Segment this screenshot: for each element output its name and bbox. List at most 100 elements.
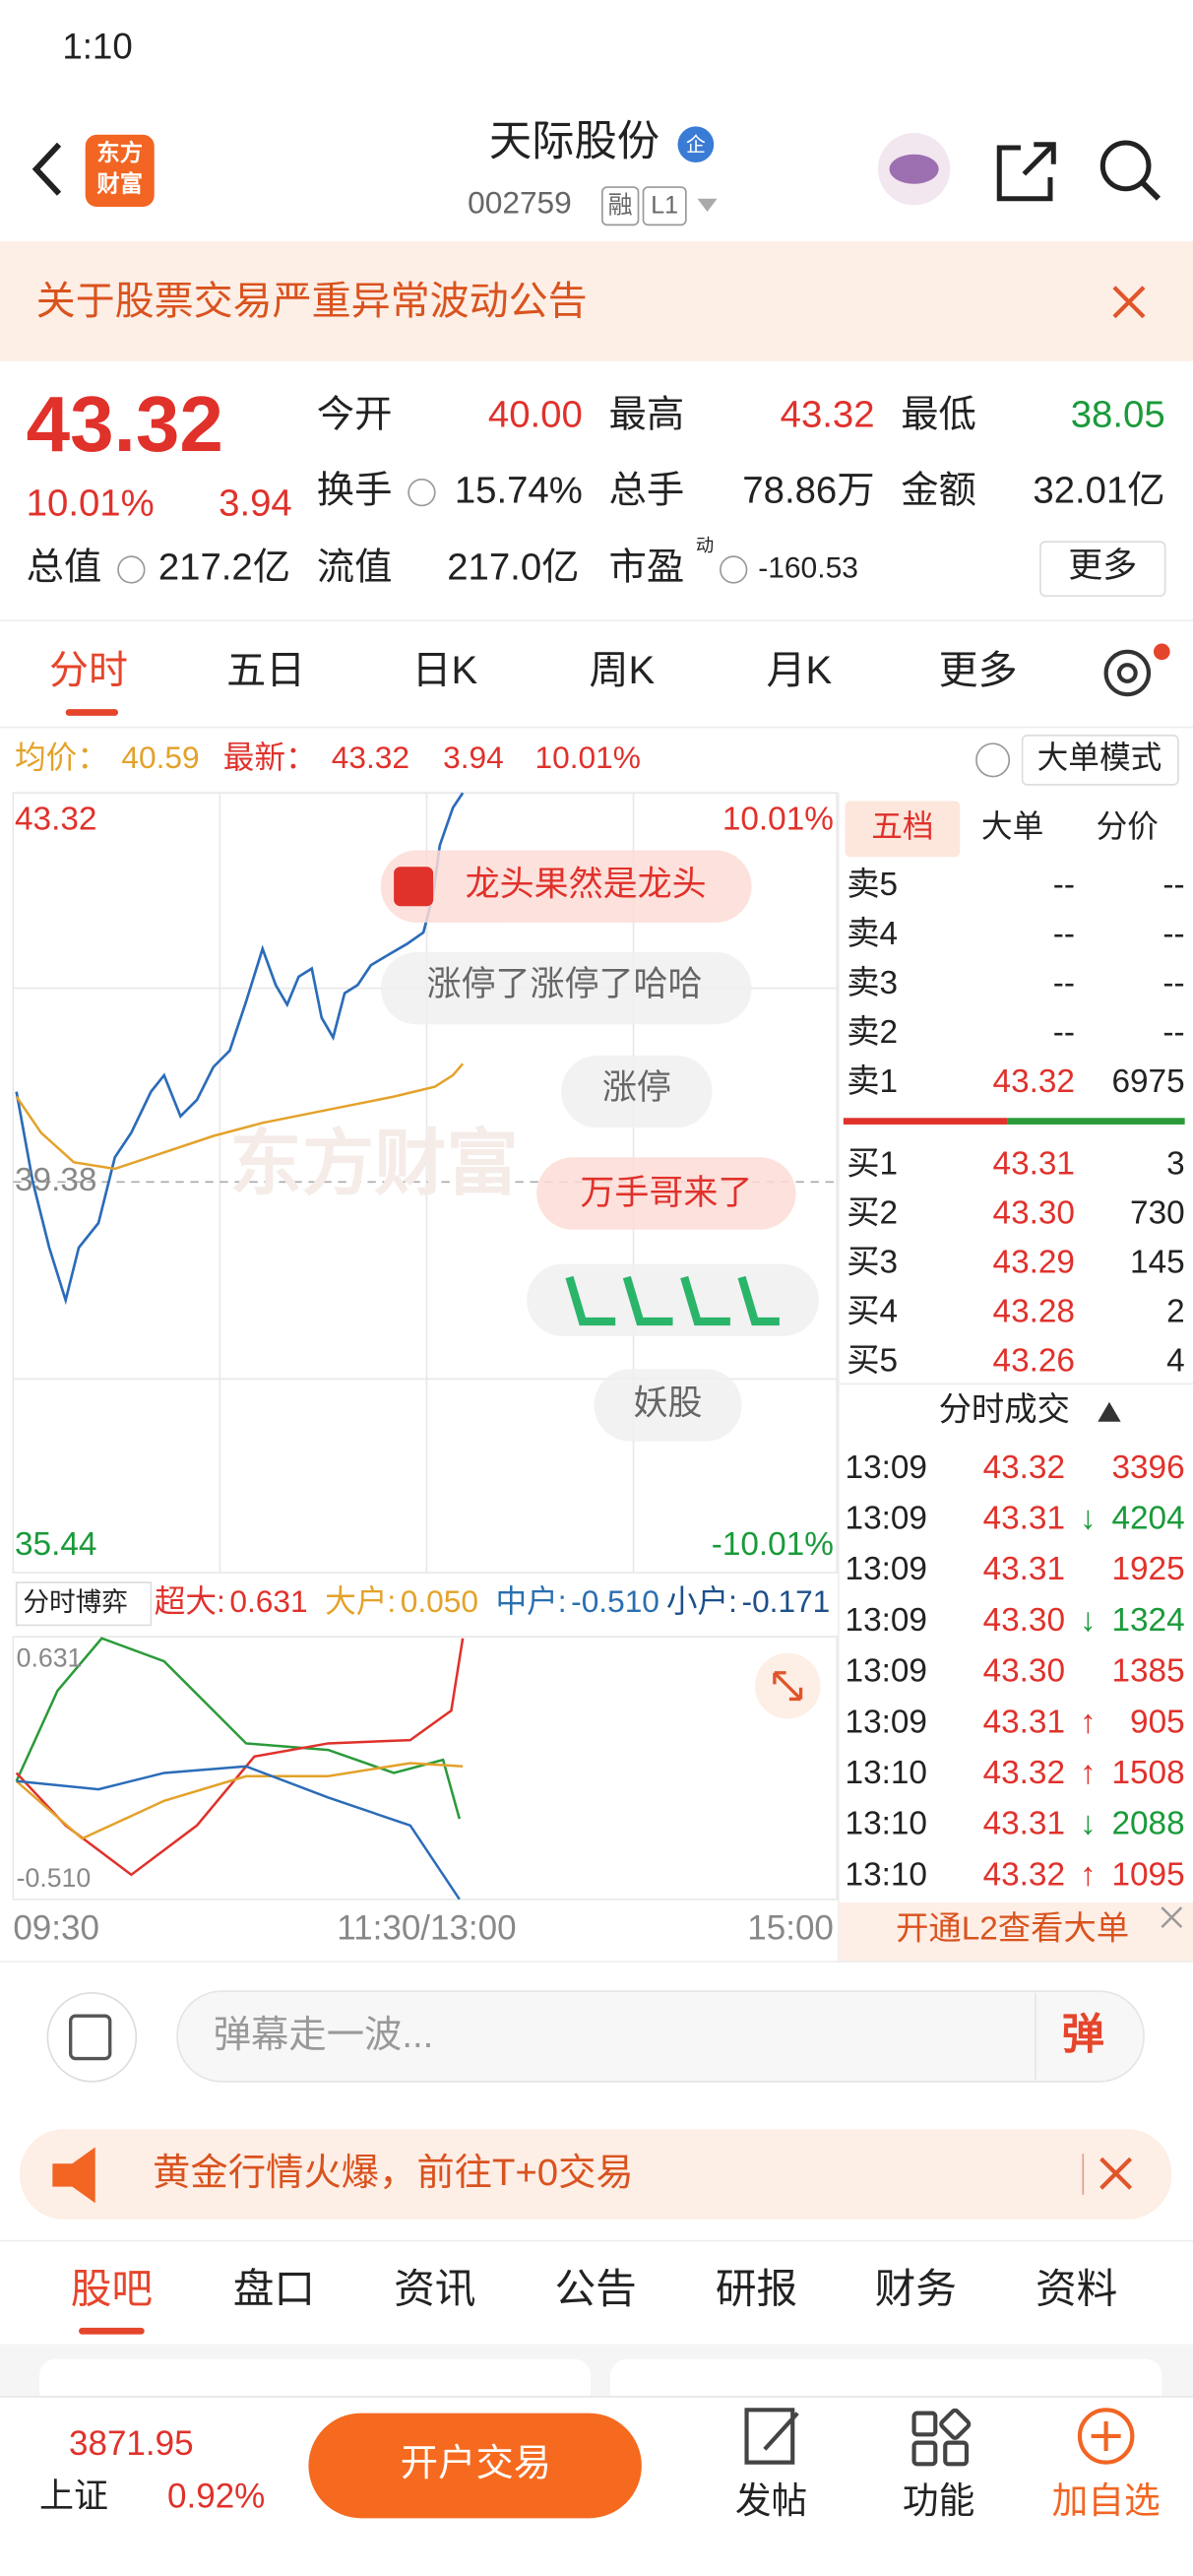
nav-label[interactable]: 发帖 — [735, 2480, 807, 2521]
danmaku-text: 万手哥来了 — [580, 1174, 752, 1212]
section-tab[interactable]: 资讯 — [394, 2265, 475, 2311]
l2-banner-bg[interactable] — [838, 1902, 1193, 1963]
more-button[interactable] — [1039, 541, 1166, 597]
tag: L1 — [651, 192, 678, 220]
info-text: 最新： — [223, 740, 317, 775]
book-label: 买3 — [847, 1244, 898, 1280]
trade-button-label[interactable]: 开户交易 — [401, 2442, 551, 2484]
field-value: 32.01亿 — [1033, 469, 1164, 511]
search-icon[interactable] — [1099, 140, 1152, 192]
danmaku-bubble — [536, 1157, 796, 1230]
book-label: 卖5 — [847, 867, 898, 903]
section-indicator — [79, 2327, 145, 2335]
flow-selector-box[interactable] — [15, 1581, 153, 1627]
flow-selector[interactable]: 分时博弈 — [23, 1587, 128, 1617]
ad-text[interactable]: 黄金行情火爆，前往T+0交易 — [153, 2152, 634, 2194]
trades-arrow — [1098, 1401, 1121, 1422]
trade-volume: 1324 — [1111, 1602, 1184, 1639]
notice-text[interactable]: 关于股票交易严重异常波动公告 — [36, 280, 588, 323]
status-time: 1:10 — [62, 27, 132, 67]
book-price: -- — [1053, 965, 1075, 1001]
danmaku-text: 涨停了涨停了哈哈 — [426, 965, 702, 1003]
flow-label: 小户: — [666, 1583, 737, 1619]
field-label: 流值 — [317, 547, 393, 589]
field-label: 金额 — [901, 469, 976, 511]
nav-label[interactable]: 功能 — [903, 2480, 974, 2521]
mode-button[interactable] — [1021, 735, 1179, 786]
watchlist-icon[interactable] — [1077, 2408, 1135, 2465]
l2-banner[interactable]: 开通L2查看大单 — [896, 1910, 1129, 1947]
ad-bar[interactable] — [20, 2129, 1172, 2220]
info-icon[interactable] — [720, 555, 748, 584]
watermark: 东方财富 — [229, 1123, 518, 1203]
sell-strength — [843, 1118, 1008, 1125]
field-label: 最低 — [901, 394, 976, 436]
danmaku-emoji — [565, 1275, 780, 1326]
post-icon[interactable] — [744, 2408, 799, 2465]
info-icon[interactable] — [117, 555, 146, 584]
book-price: -- — [1053, 867, 1075, 903]
trade-time: 13:10 — [846, 1755, 927, 1791]
comment-input[interactable] — [176, 1990, 1145, 2083]
more-button-label[interactable]: 更多 — [1068, 547, 1137, 585]
section-tab[interactable]: 资料 — [1036, 2265, 1117, 2311]
chart-tab[interactable]: 分时 — [49, 649, 128, 692]
danmaku-send[interactable]: 弹 — [1062, 2011, 1104, 2058]
change-pct: 10.01% — [27, 483, 155, 525]
axis-label: 35.44 — [15, 1526, 96, 1563]
flow-axis-label: 0.631 — [17, 1642, 83, 1672]
help-icon[interactable] — [975, 742, 1011, 778]
book-volume: -- — [1162, 916, 1184, 952]
flow-value: -0.510 — [571, 1583, 659, 1619]
comment-placeholder[interactable]: 弹幕走一波... — [214, 2014, 434, 2056]
order-tab[interactable]: 大单 — [981, 808, 1043, 844]
order-tab[interactable]: 分价 — [1097, 808, 1159, 844]
settings-icon[interactable] — [1103, 649, 1152, 697]
book-volume: 4 — [1166, 1342, 1185, 1379]
trade-direction: ↑ — [1080, 1755, 1097, 1791]
trade-price: 43.31 — [983, 1806, 1065, 1842]
chart-tab[interactable]: 周K — [589, 649, 655, 692]
chart-tab[interactable]: 日K — [411, 649, 477, 692]
danmaku-toggle[interactable] — [46, 1992, 138, 2083]
section-tab[interactable]: 研报 — [716, 2265, 797, 2311]
mode-button-label[interactable]: 大单模式 — [1037, 740, 1162, 775]
function-icon[interactable] — [911, 2408, 972, 2467]
field-value: 217.2亿 — [158, 547, 290, 589]
book-price: 43.28 — [993, 1293, 1075, 1329]
section-tab[interactable]: 股吧 — [71, 2265, 153, 2311]
l2-close[interactable] — [1161, 1906, 1183, 1929]
badge: 企 — [686, 134, 706, 157]
price: 43.32 — [27, 380, 223, 468]
info-icon[interactable] — [408, 478, 436, 507]
notice-close[interactable] — [1112, 286, 1146, 319]
avatar-face — [889, 154, 939, 184]
chart-tab[interactable]: 更多 — [939, 649, 1018, 692]
field-sup: 动 — [696, 535, 714, 555]
trade-price: 43.30 — [983, 1602, 1065, 1639]
chart-tab[interactable]: 五日 — [226, 649, 305, 692]
book-volume: 145 — [1130, 1244, 1185, 1280]
section-tab[interactable]: 盘口 — [233, 2265, 315, 2311]
book-price: 43.32 — [993, 1063, 1075, 1100]
trade-time: 13:09 — [846, 1653, 927, 1690]
dropdown-icon[interactable] — [697, 198, 718, 213]
order-tab[interactable]: 五档 — [871, 808, 933, 844]
order-tab-active — [845, 801, 961, 858]
trade-button[interactable] — [308, 2413, 642, 2519]
section-tab[interactable]: 公告 — [555, 2265, 637, 2311]
share-icon[interactable] — [996, 142, 1056, 202]
trade-volume: 1508 — [1111, 1755, 1184, 1791]
flow-label: 中户: — [495, 1583, 566, 1619]
ad-close[interactable] — [1099, 2157, 1133, 2190]
section-tab[interactable]: 财务 — [875, 2265, 957, 2311]
book-volume: 6975 — [1111, 1063, 1184, 1100]
axis-label: 10.01% — [722, 801, 834, 837]
nav-label[interactable]: 加自选 — [1052, 2480, 1161, 2521]
trade-volume: 905 — [1130, 1704, 1185, 1740]
ad-icon — [52, 2147, 95, 2204]
chart-tab[interactable]: 月K — [767, 649, 833, 692]
trade-time: 13:09 — [846, 1602, 927, 1639]
tag: 融 — [608, 192, 633, 220]
back-icon[interactable] — [31, 142, 62, 196]
